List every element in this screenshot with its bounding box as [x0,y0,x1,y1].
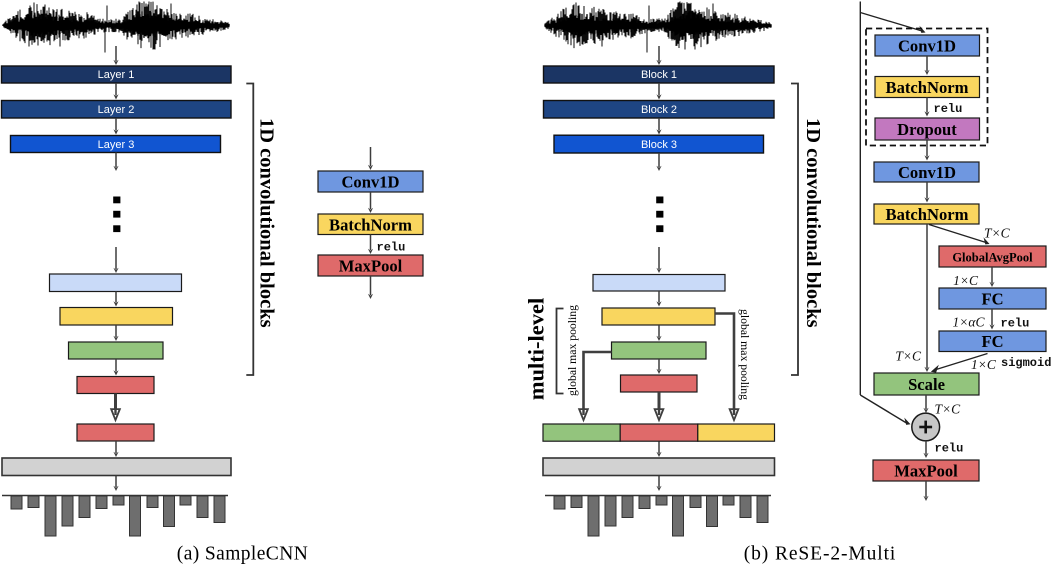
svg-text:1×αC: 1×αC [953,315,986,330]
svg-text:FC: FC [981,290,1003,309]
svg-text:relu: relu [1001,317,1030,331]
svg-text:Scale: Scale [908,375,945,394]
svg-text:Layer 3: Layer 3 [98,139,135,151]
svg-text:Conv1D: Conv1D [898,163,956,182]
svg-text:T×C: T×C [984,226,1011,241]
svg-text:1D convolutional blocks: 1D convolutional blocks [255,118,277,328]
svg-text:Layer 1: Layer 1 [98,69,135,81]
svg-text:BatchNorm: BatchNorm [329,216,412,235]
svg-text:1×C: 1×C [971,357,997,372]
svg-text:Block 1: Block 1 [641,69,677,81]
svg-text:MaxPool: MaxPool [339,257,403,276]
svg-text:FC: FC [981,332,1003,351]
svg-text:sigmoid: sigmoid [1001,356,1051,370]
svg-text:Block 3: Block 3 [641,139,677,151]
svg-text:Layer 2: Layer 2 [98,104,135,116]
svg-text:relu: relu [934,102,963,116]
svg-text:Conv1D: Conv1D [898,37,956,56]
svg-text:GlobalAvgPool: GlobalAvgPool [952,251,1033,265]
svg-text:relu: relu [377,241,406,255]
svg-text:Dropout: Dropout [897,120,957,139]
svg-text:Block 2: Block 2 [641,104,677,116]
svg-text:Conv1D: Conv1D [341,173,399,192]
svg-text:(b) ReSE-2-Multi: (b) ReSE-2-Multi [744,544,897,565]
svg-text:MaxPool: MaxPool [894,462,958,481]
svg-text:BatchNorm: BatchNorm [886,78,969,97]
svg-text:T×C: T×C [935,402,962,417]
svg-text:(a) SampleCNN: (a) SampleCNN [177,544,308,565]
svg-text:relu: relu [935,442,964,456]
svg-text:global max pooling: global max pooling [738,309,751,400]
svg-text:T×C: T×C [895,349,922,364]
svg-text:BatchNorm: BatchNorm [886,205,969,224]
svg-text:global max pooling: global max pooling [566,305,579,396]
svg-text:1D convolutional blocks: 1D convolutional blocks [802,118,824,328]
svg-text:1×C: 1×C [953,273,979,288]
svg-text:multi-level: multi-level [524,298,549,400]
